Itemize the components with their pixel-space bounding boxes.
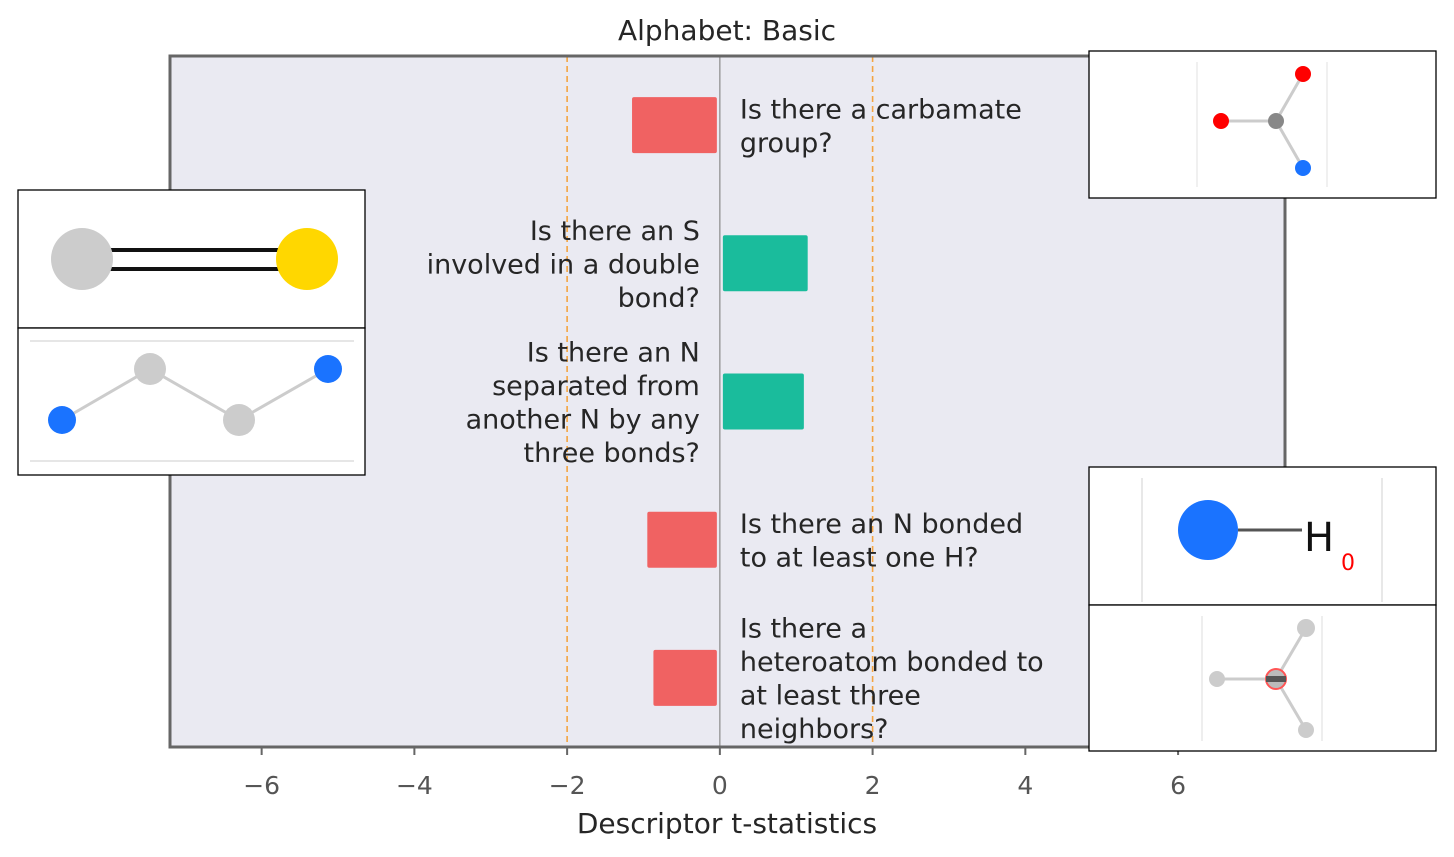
bar-1: [632, 97, 717, 154]
bar-label-5-line-4: neighbors?: [740, 714, 889, 745]
carbamate-structure-image: [1088, 50, 1437, 199]
x-tick-label-1: −6: [243, 771, 280, 800]
bar-3: [722, 373, 804, 430]
x-tick-label-5: 2: [865, 771, 881, 800]
x-tick-label-4: 0: [712, 771, 728, 800]
x-tick-label-6: 4: [1017, 771, 1033, 800]
bar-label-1: Is there a carbamate group?: [740, 94, 1022, 159]
bar-label-3-line-1: Is there an N: [527, 337, 700, 368]
sulfur-double-bond-structure-image: [17, 189, 366, 329]
bar-label-3-line-4: three bonds?: [524, 438, 700, 469]
bar-label-1-line-2: group?: [740, 128, 833, 159]
bar-label-2-line-3: bond?: [618, 283, 700, 314]
bars: [632, 97, 808, 706]
bar-label-2-line-2: involved in a double: [427, 249, 700, 280]
bar-label-2-line-1: Is there an S: [530, 216, 700, 247]
nh-atom-label: H: [1304, 515, 1334, 561]
bar-label-3-line-2: separated from: [492, 371, 700, 402]
x-axis-label: Descriptor t-statistics: [577, 807, 877, 840]
bar-label-5: Is there a heteroatom bonded to at least t…: [740, 614, 1044, 746]
chart-title: Alphabet: Basic: [618, 14, 836, 47]
heteroatom-three-neighbors-structure-image: [1088, 604, 1437, 752]
x-axis-ticks: −6 −4 −2 0 2 4 6: [243, 747, 1186, 800]
bar-label-4: Is there an N bonded to at least one H?: [740, 509, 1023, 574]
nh-subscript-label: 0: [1341, 551, 1355, 576]
x-tick-label-2: −4: [396, 771, 433, 800]
reference-lines: [566, 56, 874, 747]
bar-label-4-line-1: Is there an N bonded: [740, 509, 1023, 540]
bar-2: [722, 235, 808, 292]
bar-label-4-line-2: to at least one H?: [740, 542, 979, 573]
bar-label-5-line-1: Is there a: [740, 614, 867, 645]
bar-5: [653, 649, 717, 706]
bar-4: [647, 511, 717, 568]
bar-label-3-line-3: another N by any: [466, 404, 700, 435]
n-n-three-bond-structure-image: [17, 327, 366, 476]
nh-structure-image: H 0: [1088, 466, 1437, 606]
bar-label-1-line-1: Is there a carbamate: [740, 94, 1022, 125]
bar-label-5-line-2: heteroatom bonded to: [740, 647, 1044, 678]
x-tick-label-7: 6: [1170, 771, 1186, 800]
bar-label-5-line-3: at least three: [740, 681, 921, 712]
x-tick-label-3: −2: [549, 771, 586, 800]
